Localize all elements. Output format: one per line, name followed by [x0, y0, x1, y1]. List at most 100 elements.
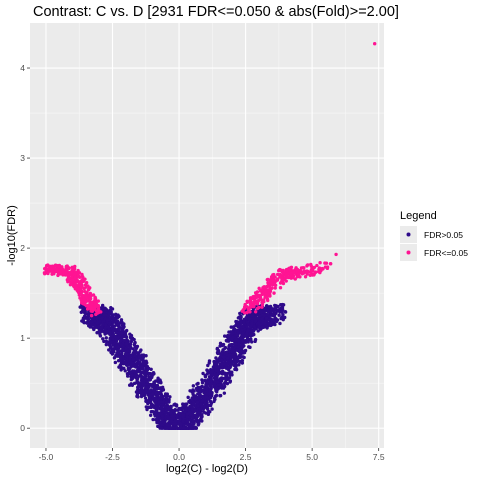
data-point [320, 266, 324, 271]
data-point [159, 396, 163, 400]
data-point [143, 396, 148, 400]
data-point [225, 353, 229, 357]
data-point [134, 390, 139, 394]
data-point [193, 425, 198, 429]
data-point [83, 302, 87, 307]
data-point [248, 338, 253, 342]
data-point [236, 342, 241, 346]
data-point [318, 260, 322, 265]
data-point [311, 273, 315, 277]
data-point [323, 261, 327, 265]
data-point [84, 281, 89, 285]
data-point [166, 400, 171, 404]
data-point [272, 272, 276, 277]
data-point [144, 405, 148, 409]
data-point [80, 309, 85, 313]
data-point [86, 314, 90, 318]
data-point [44, 266, 48, 270]
data-point [225, 360, 230, 365]
data-point [173, 419, 178, 423]
data-point [227, 349, 232, 354]
data-point [268, 294, 272, 298]
data-point [220, 365, 224, 370]
data-point [191, 384, 196, 388]
data-point [91, 293, 96, 297]
data-point [206, 409, 211, 414]
data-point [144, 389, 148, 394]
data-point [210, 369, 215, 373]
data-point [268, 286, 272, 291]
data-point [207, 359, 212, 363]
data-point [253, 319, 258, 324]
data-point [135, 351, 140, 355]
data-point [281, 317, 285, 322]
data-point [94, 312, 98, 317]
data-point [194, 386, 199, 391]
data-point [233, 342, 238, 346]
data-point [245, 300, 250, 305]
data-point [138, 384, 143, 389]
y-tick-label: 4 [20, 63, 25, 73]
data-point [79, 291, 84, 295]
data-point [145, 407, 149, 412]
data-point [193, 394, 198, 398]
data-point [111, 337, 115, 341]
data-point [80, 319, 84, 323]
data-point [133, 354, 137, 358]
data-point [73, 264, 77, 269]
data-point [270, 318, 274, 322]
data-point [145, 368, 149, 372]
data-point [280, 302, 285, 307]
data-point [124, 328, 129, 333]
data-point [158, 416, 162, 421]
data-point [111, 316, 116, 321]
data-point [256, 321, 261, 325]
data-point [234, 329, 238, 333]
data-point [125, 341, 129, 346]
data-point [129, 339, 134, 344]
data-point [128, 346, 133, 351]
data-point [200, 419, 204, 423]
data-point [65, 269, 69, 274]
data-point [225, 371, 230, 376]
data-point [214, 356, 218, 360]
data-point [163, 393, 168, 398]
data-point [273, 275, 277, 279]
data-point [206, 363, 210, 368]
data-point [111, 328, 115, 333]
data-point [92, 326, 97, 330]
data-point [250, 314, 255, 318]
data-point [372, 42, 377, 46]
data-point [246, 307, 250, 312]
data-point [107, 311, 111, 315]
data-point [111, 348, 115, 353]
data-point [150, 375, 154, 380]
data-point [272, 291, 276, 295]
data-point [186, 415, 191, 420]
data-point [78, 284, 83, 288]
data-point [253, 339, 257, 344]
data-point [134, 373, 139, 377]
data-point [161, 408, 165, 412]
data-point [217, 383, 222, 387]
data-point [200, 384, 204, 389]
data-point [241, 341, 245, 346]
data-point [276, 277, 280, 281]
data-point [115, 320, 119, 324]
data-point [200, 381, 205, 385]
data-point [116, 331, 120, 336]
data-point [104, 336, 108, 340]
data-point [111, 320, 116, 324]
data-point [281, 278, 286, 282]
data-point [219, 358, 224, 363]
data-point [116, 358, 121, 363]
data-point [315, 263, 319, 268]
data-point [114, 341, 118, 345]
data-point [172, 403, 176, 407]
data-point [218, 393, 223, 398]
data-point [164, 400, 168, 405]
data-point [98, 330, 103, 334]
data-point [142, 361, 146, 366]
data-point [299, 266, 304, 270]
data-point [239, 350, 243, 354]
